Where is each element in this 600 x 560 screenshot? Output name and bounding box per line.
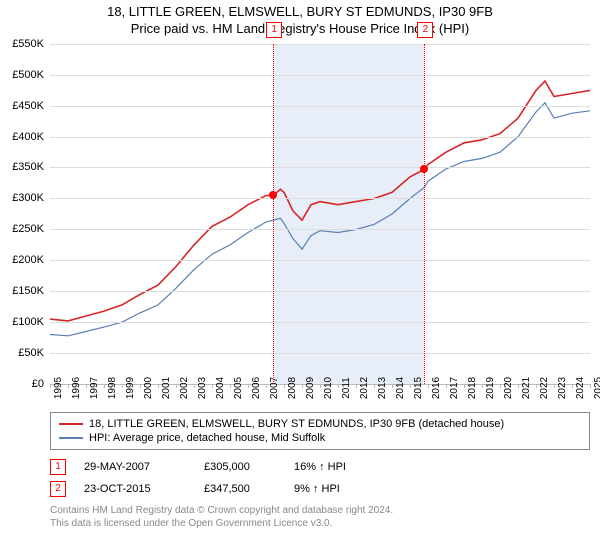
legend-label: HPI: Average price, detached house, Mid … [89, 432, 325, 444]
legend-label: 18, LITTLE GREEN, ELMSWELL, BURY ST EDMU… [89, 418, 504, 430]
legend-swatch [59, 437, 83, 439]
y-axis-label: £100K [12, 316, 44, 328]
x-axis-label: 2022 [539, 377, 550, 399]
sale-marker: 1 [50, 459, 66, 475]
y-axis-label: £0 [32, 378, 44, 390]
plot-region: £0£50K£100K£150K£200K£250K£300K£350K£400… [50, 44, 590, 385]
footer-line: Contains HM Land Registry data © Crown c… [50, 504, 590, 517]
x-axis-label: 2006 [251, 377, 262, 399]
y-axis-label: £550K [12, 38, 44, 50]
y-axis-label: £500K [12, 69, 44, 81]
y-axis-label: £250K [12, 223, 44, 235]
sale-date: 23-OCT-2015 [84, 483, 204, 495]
chart-container: 18, LITTLE GREEN, ELMSWELL, BURY ST EDMU… [0, 0, 600, 560]
x-axis-label: 2011 [341, 377, 352, 399]
x-axis-label: 2024 [575, 377, 586, 399]
title-block: 18, LITTLE GREEN, ELMSWELL, BURY ST EDMU… [0, 0, 600, 38]
x-axis-label: 2023 [557, 377, 568, 399]
footer-line: This data is licensed under the Open Gov… [50, 517, 590, 530]
y-axis-label: £350K [12, 161, 44, 173]
chart-marker-label: 1 [266, 22, 282, 38]
x-axis-label: 2004 [215, 377, 226, 399]
x-axis-label: 1995 [53, 377, 64, 399]
x-axis-label: 2020 [503, 377, 514, 399]
sales-block: 1 29-MAY-2007 £305,000 16% ↑ HPI 2 23-OC… [50, 456, 590, 500]
sale-price: £305,000 [204, 461, 294, 473]
x-axis-label: 2005 [233, 377, 244, 399]
y-axis-label: £150K [12, 285, 44, 297]
x-axis-label: 2018 [467, 377, 478, 399]
x-axis-label: 1999 [125, 377, 136, 399]
chart-marker-dot [420, 165, 428, 173]
legend-item: HPI: Average price, detached house, Mid … [59, 431, 581, 445]
title-address: 18, LITTLE GREEN, ELMSWELL, BURY ST EDMU… [0, 4, 600, 21]
x-axis-label: 2001 [161, 377, 172, 399]
title-subtitle: Price paid vs. HM Land Registry's House … [0, 21, 600, 38]
x-axis-label: 2010 [323, 377, 334, 399]
x-axis-label: 2014 [395, 377, 406, 399]
x-axis-label: 2017 [449, 377, 460, 399]
sale-pct: 9% ↑ HPI [294, 483, 374, 495]
legend-item: 18, LITTLE GREEN, ELMSWELL, BURY ST EDMU… [59, 417, 581, 431]
sale-price: £347,500 [204, 483, 294, 495]
x-axis-label: 2025 [593, 377, 600, 399]
x-axis-label: 2013 [377, 377, 388, 399]
x-axis-label: 2019 [485, 377, 496, 399]
y-axis-label: £200K [12, 254, 44, 266]
y-axis-label: £50K [18, 347, 44, 359]
x-axis-label: 2007 [269, 377, 280, 399]
x-axis-label: 2000 [143, 377, 154, 399]
sale-date: 29-MAY-2007 [84, 461, 204, 473]
x-axis-label: 2015 [413, 377, 424, 399]
x-axis-label: 2002 [179, 377, 190, 399]
chart-marker-dot [269, 191, 277, 199]
x-axis-label: 2003 [197, 377, 208, 399]
x-axis-label: 2008 [287, 377, 298, 399]
x-axis-label: 1998 [107, 377, 118, 399]
x-axis-label: 1997 [89, 377, 100, 399]
chart-area: £0£50K£100K£150K£200K£250K£300K£350K£400… [50, 44, 590, 404]
legend: 18, LITTLE GREEN, ELMSWELL, BURY ST EDMU… [50, 412, 590, 450]
sale-marker: 2 [50, 481, 66, 497]
footer: Contains HM Land Registry data © Crown c… [50, 504, 590, 530]
x-axis-label: 2009 [305, 377, 316, 399]
x-axis-label: 2012 [359, 377, 370, 399]
y-axis-label: £450K [12, 100, 44, 112]
sale-pct: 16% ↑ HPI [294, 461, 374, 473]
legend-swatch [59, 423, 83, 425]
chart-svg [50, 44, 590, 384]
sale-row: 1 29-MAY-2007 £305,000 16% ↑ HPI [50, 456, 590, 478]
sale-row: 2 23-OCT-2015 £347,500 9% ↑ HPI [50, 478, 590, 500]
chart-marker-label: 2 [417, 22, 433, 38]
x-axis-label: 1996 [71, 377, 82, 399]
x-axis-label: 2016 [431, 377, 442, 399]
x-axis-label: 2021 [521, 377, 532, 399]
y-axis-label: £300K [12, 192, 44, 204]
y-axis-label: £400K [12, 131, 44, 143]
